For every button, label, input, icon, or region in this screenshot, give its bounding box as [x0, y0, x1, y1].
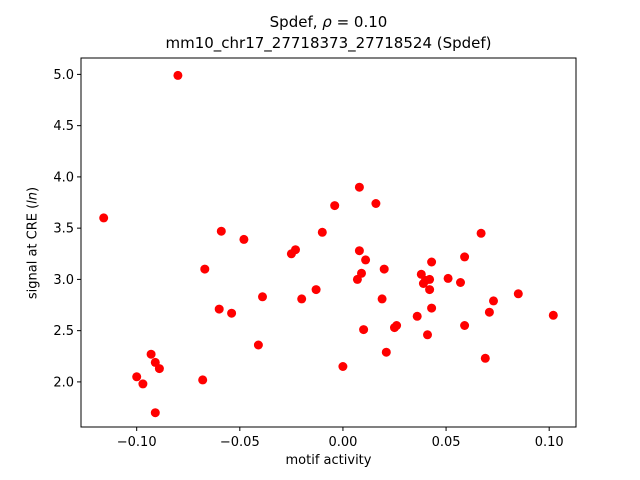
- x-tick-label: 0.10: [535, 435, 564, 450]
- data-point: [381, 347, 391, 357]
- y-axis-label-suffix: ): [25, 186, 41, 192]
- data-point: [311, 285, 321, 295]
- data-point: [214, 304, 224, 314]
- axes-frame: [80, 57, 577, 428]
- rho-value: = 0.10: [331, 13, 388, 31]
- data-point: [198, 375, 208, 385]
- data-point: [291, 245, 300, 255]
- data-point: [99, 213, 109, 223]
- data-point: [361, 255, 371, 265]
- data-point: [338, 362, 348, 371]
- data-point: [150, 408, 160, 418]
- data-point: [460, 252, 470, 262]
- data-point: [423, 330, 432, 340]
- data-point: [239, 234, 249, 244]
- x-tick-label: −0.10: [117, 435, 157, 450]
- data-point: [357, 268, 366, 278]
- data-point: [146, 349, 156, 359]
- data-point: [379, 264, 389, 274]
- data-point: [480, 353, 490, 363]
- data-point: [200, 264, 210, 274]
- x-tick-label: −0.05: [220, 435, 260, 450]
- data-point: [138, 379, 148, 389]
- y-axis-label-italic: ln: [25, 191, 41, 204]
- y-tick-label: 2.5: [53, 324, 74, 339]
- chart-title: Spdef, ρ = 0.10: [81, 13, 576, 31]
- x-axis-label: motif activity: [285, 453, 372, 468]
- data-point: [154, 364, 164, 374]
- data-point: [484, 307, 494, 317]
- data-point: [258, 292, 267, 302]
- data-point: [460, 321, 470, 330]
- data-point: [443, 273, 453, 283]
- y-tick-label: 3.0: [53, 273, 74, 288]
- points-layer: [99, 70, 558, 418]
- chart-subtitle: mm10_chr17_27718373_27718524 (Spdef): [165, 34, 492, 52]
- data-point: [227, 308, 237, 318]
- data-point: [297, 294, 307, 304]
- data-point: [330, 201, 340, 211]
- data-point: [173, 70, 183, 80]
- y-ticks: 2.0 2.5 3.0 3.5 4.0 4.5 5.0: [53, 68, 81, 390]
- data-point: [377, 294, 387, 304]
- data-point: [456, 278, 465, 287]
- data-point: [359, 325, 369, 335]
- rho-symbol: ρ: [322, 13, 332, 31]
- data-point: [513, 289, 523, 299]
- data-point: [548, 310, 558, 320]
- data-point: [412, 311, 422, 321]
- x-ticks: −0.10 −0.05 0.00 0.05 0.10: [117, 427, 564, 450]
- y-tick-label: 2.0: [53, 375, 74, 390]
- data-point: [253, 340, 263, 350]
- data-point: [425, 274, 435, 284]
- y-tick-label: 3.5: [53, 222, 74, 237]
- data-point: [216, 226, 226, 236]
- data-point: [427, 257, 437, 267]
- data-point: [317, 227, 327, 237]
- y-axis-label: signal at CRE (ln): [26, 187, 41, 299]
- x-tick-label: 0.05: [432, 435, 461, 450]
- x-tick-label: 0.00: [328, 435, 357, 450]
- data-point: [425, 285, 435, 295]
- data-point: [489, 296, 498, 306]
- data-point: [476, 228, 486, 238]
- data-point: [354, 182, 364, 192]
- y-tick-label: 4.0: [53, 170, 74, 185]
- chart-title-prefix: Spdef,: [269, 13, 323, 31]
- y-axis-label-prefix: signal at CRE (: [25, 203, 41, 300]
- y-tick-label: 4.5: [53, 119, 74, 134]
- data-point: [354, 246, 364, 256]
- data-point: [132, 372, 142, 382]
- data-point: [427, 303, 437, 313]
- data-point: [392, 321, 402, 330]
- y-tick-label: 5.0: [53, 68, 74, 83]
- data-point: [371, 199, 381, 208]
